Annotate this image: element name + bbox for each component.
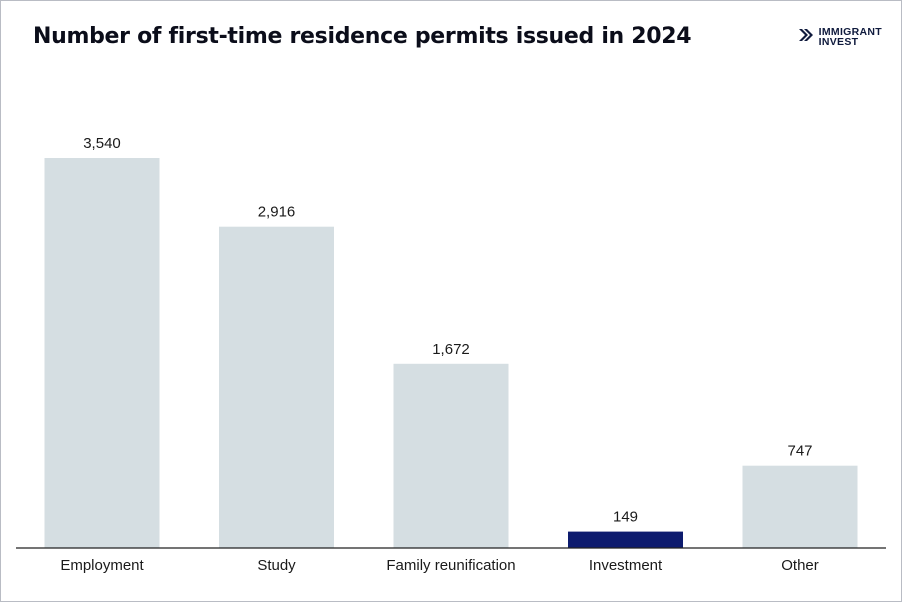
bar-investment	[568, 531, 683, 548]
bar-family-reunification	[393, 363, 509, 548]
chart-title: Number of first-time residence permits i…	[33, 24, 692, 49]
brand-name-line1: IMMIGRANT	[818, 26, 882, 38]
brand-chevrons-icon	[798, 28, 814, 47]
brand-logo: IMMIGRANT INVEST	[798, 27, 882, 47]
value-label: 149	[613, 509, 638, 526]
value-label: 747	[787, 443, 812, 460]
category-label: Other	[781, 557, 819, 574]
bar-other	[742, 465, 858, 548]
category-label: Study	[257, 557, 296, 574]
category-label: Employment	[60, 557, 144, 574]
category-label: Investment	[589, 557, 663, 574]
value-label: 2,916	[258, 204, 296, 221]
value-label: 1,672	[432, 341, 470, 358]
bar-study	[219, 226, 334, 548]
value-label: 3,540	[83, 135, 121, 152]
bar-employment	[44, 158, 160, 548]
category-label: Family reunification	[386, 557, 515, 574]
brand-name-line2: INVEST	[818, 36, 859, 48]
